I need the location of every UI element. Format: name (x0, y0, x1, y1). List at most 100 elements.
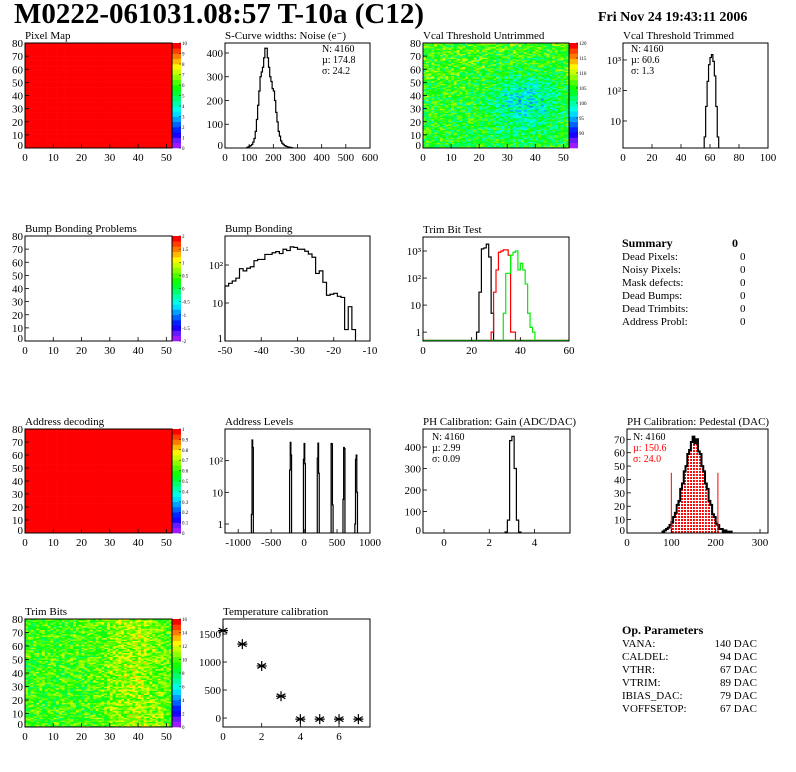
heatmap-cell (135, 62, 139, 65)
heatmap-cell (30, 123, 34, 125)
heatmap-cell (428, 86, 432, 88)
heatmap-cell (36, 132, 40, 134)
heatmap-cell (439, 102, 443, 104)
heatmap-cell (442, 108, 446, 111)
heatmap-cell (78, 109, 82, 112)
heatmap-cell (56, 117, 60, 120)
heatmap-cell (36, 48, 40, 50)
heatmap-cell (155, 58, 159, 61)
heatmap-cell (112, 50, 116, 53)
heatmap-cell (123, 75, 128, 78)
heatmap-cell (61, 144, 65, 146)
heatmap-cell (47, 64, 51, 66)
heatmap-cell (135, 103, 139, 105)
heatmap-cell (126, 88, 130, 91)
heatmap-cell (166, 100, 170, 103)
heatmap-cell (439, 78, 443, 81)
heatmap-cell (70, 49, 74, 52)
heatmap-cell (61, 119, 65, 121)
heatmap-cell (25, 95, 29, 98)
heatmap-cell (95, 133, 99, 136)
heatmap-cell (163, 134, 167, 137)
heatmap-cell (98, 58, 102, 61)
heatmap-cell (132, 79, 136, 82)
heatmap-cell (146, 121, 150, 124)
heatmap-cell (157, 90, 161, 92)
heatmap-cell (44, 96, 48, 99)
heatmap-cell (27, 124, 31, 126)
heatmap-cell (56, 113, 60, 116)
heatmap-cell (132, 99, 136, 102)
heatmap-cell (98, 113, 102, 116)
heatmap-cell (163, 112, 167, 115)
heatmap-cell (109, 52, 113, 54)
heatmap-cell (149, 117, 153, 120)
heatmap-cell (121, 62, 125, 65)
heatmap-cell (47, 116, 51, 119)
heatmap-cell (442, 91, 446, 94)
heatmap-cell (58, 140, 63, 142)
heatmap-cell (73, 120, 77, 123)
heatmap-cell (30, 81, 34, 83)
heatmap-cell (56, 81, 60, 83)
heatmap-cell (58, 83, 63, 86)
heatmap-cell (90, 99, 94, 102)
heatmap-cell (163, 58, 167, 61)
heatmap-cell (50, 56, 54, 58)
heatmap-cell (50, 121, 54, 124)
heatmap-cell (84, 106, 88, 108)
heatmap-cell (109, 49, 113, 52)
heatmap-cell (160, 44, 164, 46)
heatmap-cell (163, 78, 167, 81)
heatmap-cell (58, 90, 63, 92)
heatmap-cell (138, 46, 142, 49)
heatmap-cell (437, 88, 441, 91)
heatmap-cell (115, 125, 119, 128)
heatmap-cell (143, 66, 147, 69)
heatmap-cell (67, 85, 71, 87)
heatmap-cell (27, 79, 31, 82)
heatmap-cell (121, 49, 125, 52)
heatmap-cell (39, 79, 43, 82)
heatmap-cell (166, 43, 170, 45)
heatmap-cell (81, 141, 85, 144)
heatmap-cell (152, 112, 156, 115)
heatmap-cell (25, 127, 29, 129)
heatmap-cell (36, 44, 40, 46)
heatmap-cell (70, 45, 74, 48)
heatmap-cell (163, 92, 167, 95)
heatmap-cell (157, 52, 161, 54)
heatmap-cell (146, 66, 150, 69)
heatmap-cell (73, 121, 77, 124)
heatmap-cell (118, 52, 122, 54)
heatmap-cell (104, 128, 108, 130)
heatmap-cell (95, 64, 99, 66)
heatmap-cell (75, 95, 80, 98)
heatmap-cell (87, 103, 91, 105)
heatmap-cell (47, 124, 51, 126)
heatmap-cell (84, 73, 88, 75)
heatmap-cell (112, 78, 116, 81)
heatmap-cell (431, 79, 435, 82)
heatmap-cell (81, 53, 85, 56)
heatmap-cell (143, 130, 147, 133)
heatmap-cell (53, 117, 57, 120)
heatmap-cell (143, 73, 147, 75)
heatmap-cell (50, 106, 54, 108)
heatmap-cell (53, 86, 57, 88)
heatmap-cell (442, 138, 446, 141)
heatmap-cell (123, 82, 128, 84)
heatmap-cell (90, 137, 94, 140)
heatmap-cell (78, 87, 82, 90)
heatmap-cell (166, 78, 170, 81)
heatmap-cell (98, 138, 102, 141)
heatmap-cell (101, 65, 105, 67)
heatmap-cell (140, 98, 145, 100)
heatmap-cell (109, 75, 113, 78)
heatmap-cell (33, 85, 37, 87)
heatmap-cell (439, 119, 443, 121)
heatmap-cell (101, 115, 105, 117)
heatmap-cell (425, 60, 429, 62)
heatmap-cell (78, 124, 82, 126)
heatmap-cell (445, 123, 449, 125)
